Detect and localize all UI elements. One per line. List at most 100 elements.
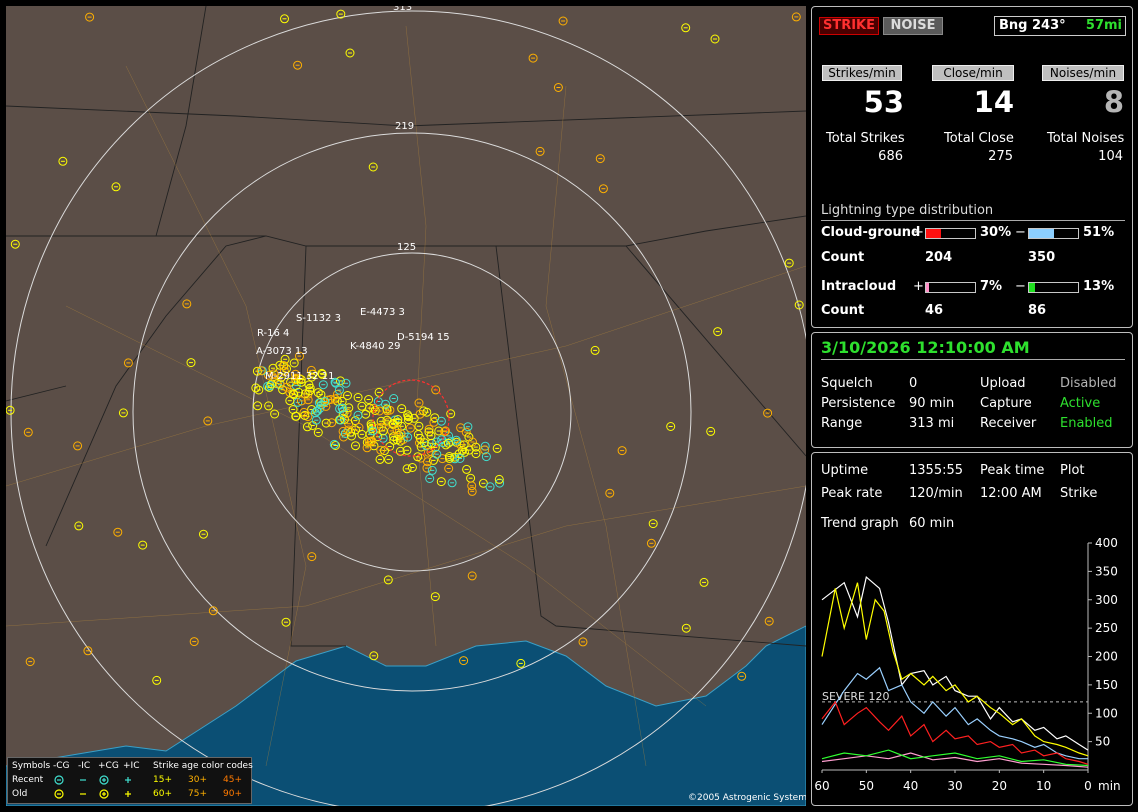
strike-symbol: [450, 452, 460, 462]
strike-symbol: [118, 408, 128, 418]
stats-panel: STRIKE NOISE Bng 243° 57mi Strikes/min C…: [811, 6, 1133, 328]
strike-symbol: [373, 432, 383, 442]
strike-symbol: [367, 424, 377, 434]
strike-symbol: [648, 519, 658, 529]
strike-symbol: [281, 617, 291, 627]
y-tick-label: 150: [1095, 678, 1118, 692]
strike-symbol: [402, 464, 412, 474]
storm-label: D-5194 15: [397, 332, 450, 343]
strike-symbol: [382, 404, 392, 414]
receiver-value: Enabled: [1060, 416, 1113, 431]
range-value: 313 mi: [909, 416, 955, 431]
strike-symbol: [403, 412, 413, 422]
ic-minus: −: [1015, 279, 1026, 294]
strike-symbol: [598, 184, 608, 194]
strike-symbol: [344, 425, 354, 435]
strike-symbol: [318, 380, 328, 390]
strike-symbol: [369, 441, 379, 451]
plot-value[interactable]: Strike: [1060, 486, 1098, 501]
strike-symbol: [440, 427, 450, 437]
strike-symbol: [23, 427, 33, 437]
strike-symbol: [666, 422, 676, 431]
storm-label: A-3073 13: [256, 346, 308, 357]
strike-symbol: [446, 409, 456, 419]
upload-value: Disabled: [1060, 376, 1117, 391]
strike-symbol: [480, 445, 490, 455]
strike-symbol: [326, 395, 336, 404]
strike-symbol: [737, 671, 747, 681]
cg-neg-bar: [1028, 228, 1079, 239]
y-tick-label: 100: [1095, 706, 1118, 720]
strike-symbol: [307, 372, 317, 382]
strike-symbol: [392, 425, 402, 435]
strike-symbol: [337, 403, 347, 413]
strike-symbol: [699, 577, 709, 587]
squelch-value: 0: [909, 376, 918, 391]
strike-symbol: [384, 454, 394, 464]
strike-symbol: [467, 571, 477, 581]
strike-symbol: [461, 427, 471, 437]
lightning-map[interactable]: 313 219 125 R-16 4 S-1132 3 E-4473 3 A-3…: [6, 6, 806, 806]
strike-symbol: [294, 387, 304, 397]
strike-symbol: [285, 396, 295, 406]
strike-symbol: [253, 401, 263, 411]
cg-neg-count: 350: [1028, 250, 1056, 265]
strike-symbol: [468, 437, 477, 447]
noise-button[interactable]: NOISE: [883, 17, 943, 35]
strike-symbol: [463, 422, 473, 432]
strike-symbol: [279, 361, 289, 371]
strike-symbol: [455, 454, 465, 463]
strike-symbol: [430, 592, 440, 602]
strike-symbol: [403, 415, 413, 425]
strike-symbol: [268, 363, 278, 373]
strike-symbol: [794, 300, 804, 310]
strike-symbol: [291, 369, 300, 379]
strike-symbol: [291, 411, 301, 421]
strike-symbol: [345, 48, 355, 58]
range-rings: [10, 10, 806, 806]
noises-min-label: Noises/min: [1042, 65, 1124, 81]
strike-symbol: [256, 366, 266, 376]
strike-symbol: [471, 449, 481, 459]
ic-label: Intracloud: [821, 279, 897, 294]
y-tick-label: 50: [1095, 735, 1110, 749]
strike-symbol: [419, 438, 429, 448]
strike-symbol: [422, 463, 432, 473]
strike-symbol: [362, 443, 372, 453]
legend-col: -IC: [78, 761, 91, 771]
strike-symbol: [350, 416, 360, 426]
strike-symbol: [111, 182, 121, 192]
trend-series-line: [821, 666, 1088, 760]
strike-symbol: [791, 12, 801, 22]
strike-symbol: [336, 415, 346, 425]
strike-symbol: [706, 426, 716, 436]
strike-symbol: [353, 393, 363, 402]
ic-pos-bar-fill: [926, 283, 930, 292]
ic-neg-bar: [1028, 282, 1079, 293]
strike-symbol: [405, 423, 415, 433]
distance-value: 57mi: [1085, 18, 1122, 33]
strikes-min-label: Strikes/min: [822, 65, 902, 81]
strike-symbol: [296, 375, 306, 385]
strike-symbol: [344, 403, 354, 413]
strike-symbol: [764, 616, 774, 626]
strike-symbol: [383, 575, 393, 585]
strike-symbol: [605, 488, 615, 498]
range-label-inner: 125: [397, 242, 417, 253]
strike-symbol: [456, 423, 466, 433]
strike-symbol: [280, 354, 290, 364]
strike-symbol: [681, 23, 691, 33]
strike-symbol: [316, 390, 326, 400]
divider: [821, 359, 1125, 360]
strike-symbol: [265, 381, 275, 391]
strike-symbol: [341, 378, 351, 388]
total-strikes-label: Total Strikes: [826, 131, 905, 146]
strike-button[interactable]: STRIKE: [819, 17, 879, 35]
strike-symbol: [383, 417, 393, 427]
strike-symbol: [492, 443, 502, 453]
strike-symbol: [300, 389, 310, 399]
strike-symbol: [413, 430, 423, 439]
strike-symbol: [578, 637, 588, 647]
strike-symbol: [444, 464, 454, 473]
